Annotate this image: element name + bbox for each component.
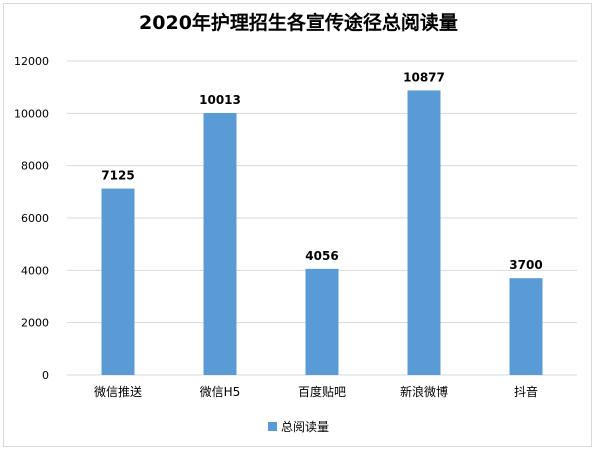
legend-swatch xyxy=(267,422,277,431)
x-category-label: 微信H5 xyxy=(200,385,241,399)
chart-title: 2020年护理招生各宣传途径总阅读量 xyxy=(139,12,458,34)
y-tick-label: 10000 xyxy=(14,107,49,120)
bar xyxy=(101,188,135,375)
bar xyxy=(203,112,237,375)
y-tick-label: 8000 xyxy=(21,160,49,173)
y-tick-label: 4000 xyxy=(21,264,49,277)
x-category-label: 抖音 xyxy=(514,384,538,399)
y-tick-label: 0 xyxy=(42,369,49,382)
data-label: 3700 xyxy=(509,258,542,272)
data-label: 7125 xyxy=(101,169,134,183)
y-tick-label: 12000 xyxy=(14,55,49,68)
data-label: 10877 xyxy=(403,70,445,84)
y-tick-label: 6000 xyxy=(21,212,49,225)
x-category-label: 微信推送 xyxy=(94,384,142,399)
bar xyxy=(305,268,339,375)
legend: 总阅读量 xyxy=(0,418,597,435)
data-label: 4056 xyxy=(305,249,338,263)
bar xyxy=(407,90,441,376)
x-category-label: 百度贴吧 xyxy=(298,384,346,399)
bar xyxy=(509,278,543,375)
data-label: 10013 xyxy=(199,93,241,107)
y-tick-label: 2000 xyxy=(21,317,49,330)
chart-frame xyxy=(3,3,592,447)
legend-label: 总阅读量 xyxy=(280,420,329,434)
x-category-label: 新浪微博 xyxy=(400,384,448,399)
